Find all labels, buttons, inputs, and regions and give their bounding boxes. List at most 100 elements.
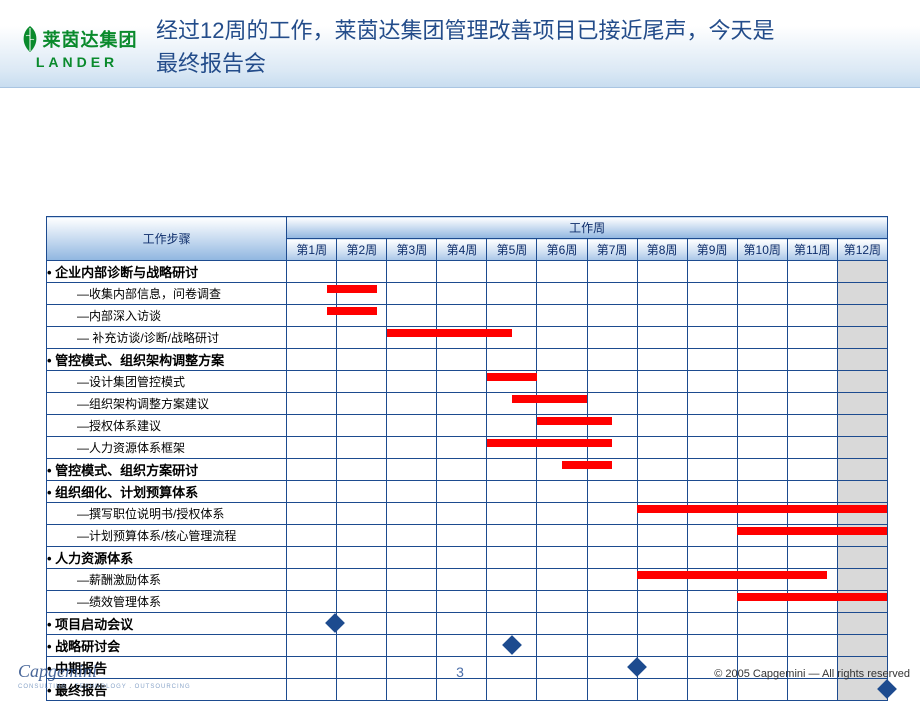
gantt-cell xyxy=(337,437,387,459)
gantt-cell xyxy=(787,327,837,349)
gantt-cell xyxy=(387,503,437,525)
gantt-cell xyxy=(287,503,337,525)
gantt-cell xyxy=(687,613,737,635)
week-header-6: 第6周 xyxy=(537,239,587,261)
gantt-cell xyxy=(387,437,437,459)
gantt-cell xyxy=(687,591,737,613)
gantt-cell xyxy=(387,261,437,283)
gantt-cell xyxy=(737,591,787,613)
gantt-cell xyxy=(437,437,487,459)
week-header-4: 第4周 xyxy=(437,239,487,261)
gantt-cell xyxy=(637,393,687,415)
gantt-cell xyxy=(787,415,837,437)
gantt-cell xyxy=(737,481,787,503)
gantt-cell xyxy=(537,437,587,459)
gantt-cell xyxy=(337,525,387,547)
gantt-cell xyxy=(587,503,637,525)
gantt-cell xyxy=(287,327,337,349)
gantt-cell xyxy=(837,327,887,349)
gantt-cell xyxy=(437,283,487,305)
gantt-cell xyxy=(487,525,537,547)
page-number: 3 xyxy=(456,664,464,680)
task-sub-row: 人力资源体系框架 xyxy=(47,437,287,459)
gantt-cell xyxy=(487,547,537,569)
gantt-cell xyxy=(737,437,787,459)
gantt-cell xyxy=(337,371,387,393)
gantt-cell xyxy=(687,371,737,393)
gantt-cell xyxy=(437,393,487,415)
gantt-cell xyxy=(837,393,887,415)
gantt-cell xyxy=(737,393,787,415)
week-header-7: 第7周 xyxy=(587,239,637,261)
gantt-cell xyxy=(387,525,437,547)
gantt-cell xyxy=(587,481,637,503)
lander-logo: 莱茵达集团 LANDER xyxy=(12,17,142,77)
gantt-cell xyxy=(787,371,837,393)
gantt-cell xyxy=(587,525,637,547)
gantt-cell xyxy=(787,393,837,415)
gantt-cell xyxy=(687,415,737,437)
gantt-cell xyxy=(687,525,737,547)
gantt-cell xyxy=(687,437,737,459)
gantt-cell xyxy=(337,393,387,415)
gantt-cell xyxy=(287,569,337,591)
task-sub-row: 收集内部信息，问卷调查 xyxy=(47,283,287,305)
logo-text-en: LANDER xyxy=(36,54,118,70)
gantt-cell xyxy=(437,481,487,503)
gantt-cell xyxy=(337,481,387,503)
task-sub-row: 授权体系建议 xyxy=(47,415,287,437)
gantt-cell xyxy=(737,503,787,525)
gantt-cell xyxy=(637,261,687,283)
gantt-cell xyxy=(387,569,437,591)
gantt-cell xyxy=(387,327,437,349)
gantt-cell xyxy=(687,547,737,569)
gantt-cell xyxy=(287,349,337,371)
page-title: 经过12周的工作，莱茵达集团管理改善项目已接近尾声，今天是 最终报告会 xyxy=(156,14,902,80)
gantt-cell xyxy=(487,415,537,437)
gantt-cell xyxy=(387,371,437,393)
gantt-cell xyxy=(537,371,587,393)
gantt-cell xyxy=(337,305,387,327)
gantt-cell xyxy=(487,393,537,415)
gantt-cell xyxy=(687,349,737,371)
gantt-cell xyxy=(387,459,437,481)
gantt-cell xyxy=(487,349,537,371)
gantt-cell xyxy=(737,569,787,591)
week-header-8: 第8周 xyxy=(637,239,687,261)
gantt-cell xyxy=(837,415,887,437)
gantt-cell xyxy=(287,371,337,393)
gantt-cell xyxy=(337,349,387,371)
task-header-row: 企业内部诊断与战略研讨 xyxy=(47,261,287,283)
task-header-row: 管控模式、组织方案研讨 xyxy=(47,459,287,481)
gantt-cell xyxy=(737,459,787,481)
week-header-10: 第10周 xyxy=(737,239,787,261)
gantt-cell xyxy=(837,613,887,635)
gantt-cell xyxy=(487,327,537,349)
gantt-cell xyxy=(737,525,787,547)
gantt-cell xyxy=(437,371,487,393)
week-header-9: 第9周 xyxy=(687,239,737,261)
gantt-cell xyxy=(737,327,787,349)
task-header-row: 项目启动会议 xyxy=(47,613,287,635)
gantt-cell xyxy=(637,525,687,547)
gantt-cell xyxy=(637,503,687,525)
gantt-cell xyxy=(737,283,787,305)
gantt-cell xyxy=(637,283,687,305)
gantt-cell xyxy=(437,613,487,635)
week-header-1: 第1周 xyxy=(287,239,337,261)
gantt-cell xyxy=(537,305,587,327)
gantt-cell xyxy=(287,261,337,283)
gantt-cell xyxy=(787,305,837,327)
week-header-12: 第12周 xyxy=(837,239,887,261)
gantt-cell xyxy=(337,591,387,613)
title-line-1: 经过12周的工作，莱茵达集团管理改善项目已接近尾声，今天是 xyxy=(156,18,774,43)
gantt-cell xyxy=(287,415,337,437)
copyright: © 2005 Capgemini — All rights reserved xyxy=(714,668,910,680)
gantt-cell xyxy=(387,613,437,635)
gantt-cell xyxy=(837,481,887,503)
gantt-cell xyxy=(287,305,337,327)
gantt-cell xyxy=(737,547,787,569)
gantt-cell xyxy=(537,283,587,305)
task-sub-row: 组织架构调整方案建议 xyxy=(47,393,287,415)
task-sub-row: 计划预算体系/核心管理流程 xyxy=(47,525,287,547)
